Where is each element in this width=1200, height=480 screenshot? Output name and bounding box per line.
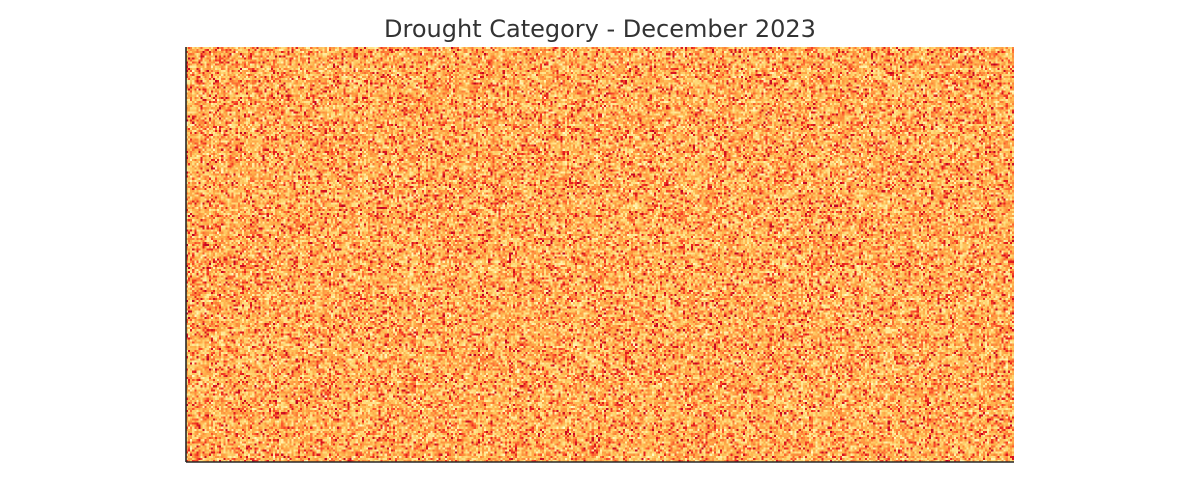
heatmap-image — [186, 47, 1014, 462]
chart-title: Drought Category - December 2023 — [384, 15, 816, 43]
plot-area — [186, 47, 1014, 462]
